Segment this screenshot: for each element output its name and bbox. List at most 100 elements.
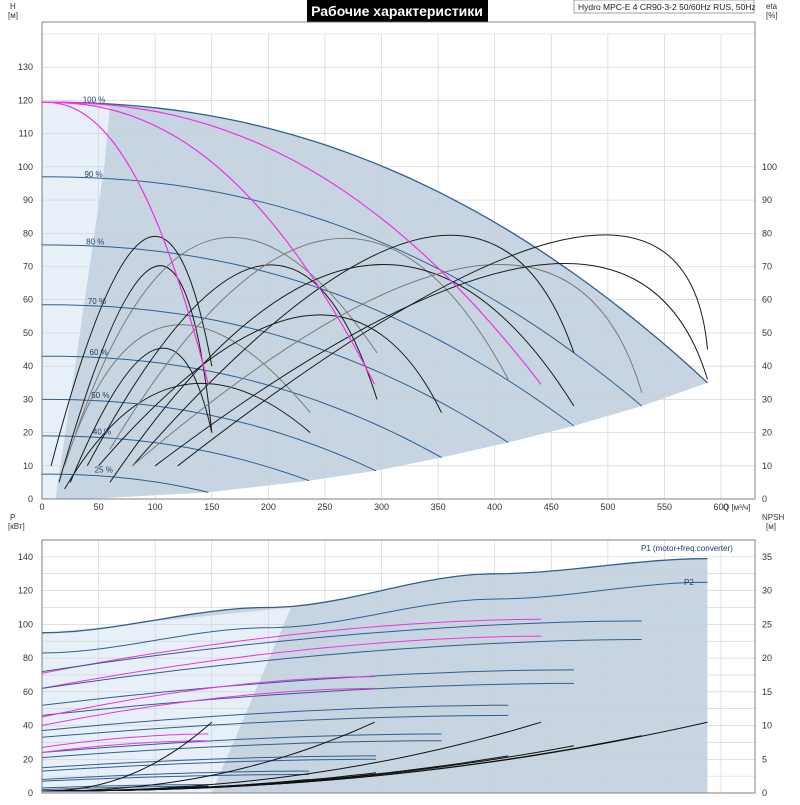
npsh-tick-label: 15 [762, 687, 772, 697]
power-curve [41, 758, 376, 772]
npsh-tick-label: 35 [762, 552, 772, 562]
h-tick-label: 90 [23, 195, 33, 205]
qh-curve-70 [42, 304, 509, 443]
power-curve [41, 714, 509, 738]
eta-curve [64, 324, 311, 466]
eta-curve [154, 263, 708, 467]
eta-curve [50, 236, 213, 466]
speed-label-70: 70 % [88, 297, 106, 306]
q-tick-label: 200 [261, 502, 276, 512]
h-tick-label: 40 [23, 361, 33, 371]
power-curve [41, 618, 542, 674]
power-curve [41, 687, 375, 726]
qh-curve-60 [42, 355, 442, 458]
npsh-tick-label: 25 [762, 619, 772, 629]
power-curve [41, 669, 574, 706]
qh-curve-50 [42, 398, 377, 472]
speed-label-80: 80 % [86, 238, 104, 247]
h-tick-label: 60 [23, 295, 33, 305]
power-curve [41, 755, 376, 769]
qh-curve-25 [42, 473, 209, 493]
eta-curve [109, 237, 509, 450]
q-tick-label: 300 [374, 502, 389, 512]
eta-curve [109, 263, 575, 483]
h-axis-unit: [м] [8, 11, 18, 20]
npsh-tick-label: 20 [762, 653, 772, 663]
h-tick-label: 20 [23, 428, 33, 438]
p-tick-label: 100 [18, 619, 33, 629]
power-curve [41, 620, 642, 673]
eta-curve [64, 382, 311, 490]
power-curve [41, 682, 574, 716]
q-tick-label: 250 [317, 502, 332, 512]
eta-curve [75, 237, 378, 433]
eta-tick-label: 80 [762, 228, 772, 238]
q-tick-label: 50 [94, 502, 104, 512]
p-tick-label: 0 [28, 788, 33, 798]
p-tick-label: 140 [18, 552, 33, 562]
eta-curve [69, 347, 213, 483]
q-tick-label: 500 [600, 502, 615, 512]
p2-curve [41, 581, 708, 654]
power-curve [41, 733, 442, 753]
eta-curve [86, 264, 378, 467]
power-curve [41, 639, 642, 689]
h-tick-label: 120 [18, 95, 33, 105]
p1-curve-label: P1 (motor+freq.converter) [641, 544, 733, 553]
top-curves [41, 101, 708, 493]
eta-tick-label: 60 [762, 295, 772, 305]
eta-tick-label: 20 [762, 428, 772, 438]
power-curve [41, 704, 509, 732]
power-curve [41, 773, 310, 782]
npsh-axis-unit: [м] [766, 522, 776, 531]
speed-label-90: 90 % [84, 170, 102, 179]
h-tick-label: 80 [23, 228, 33, 238]
p-tick-label: 40 [23, 721, 33, 731]
speed-label-25: 25 % [95, 465, 113, 474]
bottom-plot-frame [41, 539, 756, 794]
eta-tick-label: 40 [762, 361, 772, 371]
eta-curve [132, 264, 643, 467]
h-tick-label: 10 [23, 461, 33, 471]
q-tick-label: 600 [714, 502, 729, 512]
power-curve [41, 740, 442, 759]
p-axis-label: P [10, 513, 15, 522]
npsh-tick-label: 5 [762, 754, 767, 764]
top-grid [41, 33, 755, 500]
q-tick-label: 450 [544, 502, 559, 512]
speed-label-100: 100 % [83, 96, 106, 105]
h-tick-label: 70 [23, 262, 33, 272]
qh-curve-100 [41, 101, 708, 384]
chart-title: Рабочие характеристики [311, 3, 483, 19]
eta-tick-label: 0 [762, 494, 767, 504]
power-curve [41, 784, 209, 789]
h-tick-label: 50 [23, 328, 33, 338]
q-tick-label: 100 [148, 502, 163, 512]
npsh-curve [41, 721, 213, 792]
eta-tick-label: 70 [762, 262, 772, 272]
eta-curve [132, 234, 575, 467]
power-curve [41, 770, 310, 780]
top-plot-frame [41, 21, 756, 500]
npsh-curve [42, 785, 209, 792]
speed-label-50: 50 % [91, 391, 109, 400]
model-box [573, 0, 755, 14]
eta-tick-label: 30 [762, 394, 772, 404]
eta-curve [177, 234, 708, 467]
h-tick-label: 30 [23, 394, 33, 404]
power-curve [41, 676, 375, 718]
power-curve [41, 733, 209, 748]
speed-label-40: 40 % [93, 427, 111, 436]
pump-curve-2 [41, 101, 376, 385]
p-tick-label: 20 [23, 754, 33, 764]
pump-model-label: Hydro MPC-E 4 CR90-3-2 50/60Hz RUS, 50Hz [578, 2, 756, 12]
h-tick-label: 0 [28, 494, 33, 504]
h-axis-label: H [10, 2, 16, 11]
speed-label-60: 60 % [90, 348, 108, 357]
q-tick-label: 400 [487, 502, 502, 512]
bottom-curves [41, 557, 708, 792]
npsh-tick-label: 30 [762, 586, 772, 596]
npsh-tick-label: 10 [762, 721, 772, 731]
npsh-axis-label: NPSH [762, 513, 784, 522]
